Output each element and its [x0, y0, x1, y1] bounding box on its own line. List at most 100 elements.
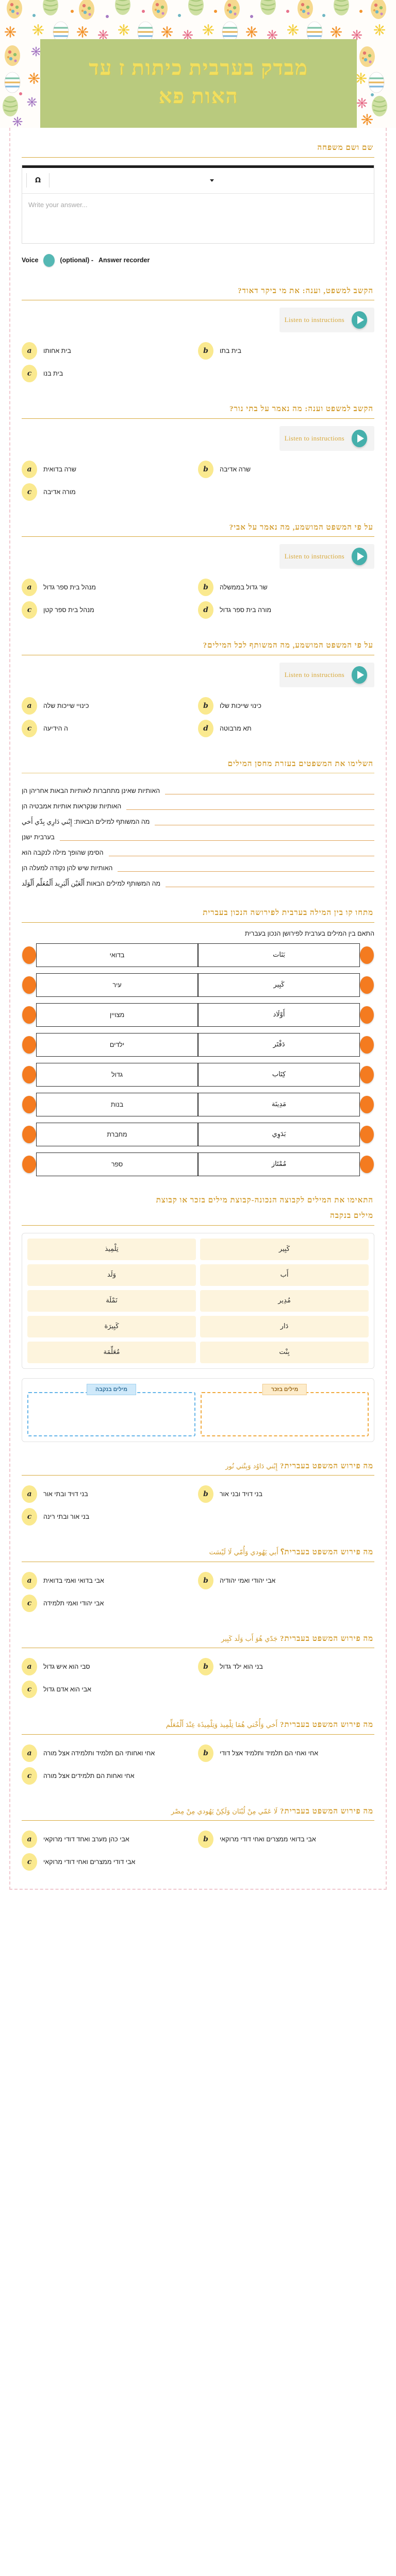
match-knob-arabic[interactable]: [360, 976, 374, 994]
play-icon[interactable]: [352, 548, 367, 565]
option-c[interactable]: c ה הידיעה: [22, 717, 198, 740]
option-c[interactable]: c בית בנו: [22, 362, 198, 385]
option-a[interactable]: a מנהל בית ספר גדול: [22, 576, 198, 599]
option-b[interactable]: b שר גדול בממשלה: [198, 576, 374, 599]
option-c[interactable]: c אבי יהודי ואמי תלמידה: [22, 1592, 198, 1615]
match-knob-hebrew[interactable]: [22, 1125, 36, 1143]
option-c[interactable]: c מנהל בית ספר קטן: [22, 599, 198, 621]
match-hebrew-box[interactable]: בנות: [36, 1092, 198, 1116]
word-chip[interactable]: وَلَد: [27, 1264, 196, 1286]
fill-row[interactable]: הסימן שהופך מילה לנקבה הוא: [22, 842, 374, 858]
option-a[interactable]: a אבי בדואי ואמי בדואית: [22, 1569, 198, 1592]
match-row[interactable]: עיר كَبِير: [22, 973, 374, 997]
word-chip[interactable]: كَبِيرَة: [27, 1315, 196, 1337]
fill-row[interactable]: בערבית ישנן: [22, 827, 374, 842]
listen-button-q2[interactable]: Listen to instructions: [279, 426, 374, 451]
drop-zone-feminine[interactable]: מילים בנקבה: [27, 1383, 195, 1436]
match-arabic-box[interactable]: مَدِينَة: [198, 1092, 360, 1116]
match-arabic-box[interactable]: كِتَاب: [198, 1062, 360, 1087]
match-hebrew-box[interactable]: עיר: [36, 973, 198, 997]
match-row[interactable]: ספר مُمْتَاز: [22, 1152, 374, 1176]
match-row[interactable]: מחברת بَدَوِي: [22, 1122, 374, 1146]
answer-recorder-row[interactable]: Answer recorder (optional) - Voice: [22, 253, 374, 267]
fill-blank-input[interactable]: [108, 847, 374, 856]
option-a[interactable]: a כינויי שייכות שלה: [22, 694, 198, 717]
match-knob-arabic[interactable]: [360, 1155, 374, 1173]
option-b[interactable]: b אבי בדואי ממצרים ואחי דודי מרוקאי: [198, 1828, 374, 1851]
fill-blank-input[interactable]: [126, 801, 374, 810]
listen-button-q3[interactable]: Listen to instructions: [279, 544, 374, 569]
match-knob-hebrew[interactable]: [22, 1065, 36, 1083]
match-knob-hebrew[interactable]: [22, 946, 36, 964]
match-row[interactable]: גדול كِتَاب: [22, 1062, 374, 1087]
editor-toolbar[interactable]: Ω: [22, 168, 374, 194]
option-b[interactable]: b כינוי שייכות שלו: [198, 694, 374, 717]
option-a[interactable]: a שרה בדואית: [22, 458, 198, 481]
option-b[interactable]: b אחי ואחי הם תלמיד ותלמיד אצל דודי: [198, 1742, 374, 1765]
match-row[interactable]: מצויין أَوْلَاد: [22, 1003, 374, 1027]
word-chip[interactable]: مُدِير: [200, 1290, 369, 1312]
option-a[interactable]: a בית אחותו: [22, 340, 198, 362]
fill-blank-input[interactable]: [165, 785, 374, 794]
match-row[interactable]: בנות مَدِينَة: [22, 1092, 374, 1116]
word-chip[interactable]: بِنْت: [200, 1341, 369, 1363]
match-knob-hebrew[interactable]: [22, 1036, 36, 1054]
option-c[interactable]: c אבי הוא אדם גדול: [22, 1678, 198, 1701]
word-chip[interactable]: تِلْمِيذ: [27, 1238, 196, 1260]
match-knob-arabic[interactable]: [360, 1095, 374, 1113]
drop-zone-masculine[interactable]: מילים בזכר: [201, 1383, 369, 1436]
match-arabic-box[interactable]: أَوْلَاد: [198, 1003, 360, 1027]
match-arabic-box[interactable]: مُمْتَاز: [198, 1152, 360, 1176]
match-knob-arabic[interactable]: [360, 1125, 374, 1143]
match-arabic-box[interactable]: بَنَات: [198, 943, 360, 967]
match-knob-arabic[interactable]: [360, 1065, 374, 1083]
match-hebrew-box[interactable]: מחברת: [36, 1122, 198, 1146]
match-hebrew-box[interactable]: ילדים: [36, 1032, 198, 1057]
listen-button-q4[interactable]: Listen to instructions: [279, 662, 374, 687]
name-answer-editor[interactable]: Ω Write your answer...: [22, 164, 374, 244]
word-chip[interactable]: أَب: [200, 1264, 369, 1286]
word-chip[interactable]: مُعَلِّمَة: [27, 1341, 196, 1363]
match-hebrew-box[interactable]: בדואי: [36, 943, 198, 967]
drop-zone-area[interactable]: [27, 1392, 195, 1436]
match-hebrew-box[interactable]: ספר: [36, 1152, 198, 1176]
fill-row[interactable]: האותיות שאינן מתחברות לאותיות הבאות אחרי…: [22, 781, 374, 796]
match-knob-hebrew[interactable]: [22, 1095, 36, 1113]
fill-blank-input[interactable]: [59, 832, 374, 841]
option-b[interactable]: b בני הוא ילד גדול: [198, 1655, 374, 1678]
play-icon[interactable]: [352, 666, 367, 684]
option-a[interactable]: a אבי כהן מערב ואחד דודי מרוקאי: [22, 1828, 198, 1851]
option-c[interactable]: c בני אור ובתי רינה: [22, 1505, 198, 1528]
option-b[interactable]: b בית בתו: [198, 340, 374, 362]
fill-row[interactable]: מה המשותף למילים הבאות: إِبْني دَارِي بِ…: [22, 811, 374, 827]
listen-button-q1[interactable]: Listen to instructions: [279, 308, 374, 332]
fill-row[interactable]: האותיות שנקראות אותיות אמבטיה הן: [22, 796, 374, 811]
fill-row[interactable]: מה המשותף למילים הבאות أَلْعَيْن أَلْبَر…: [22, 873, 374, 889]
match-arabic-box[interactable]: دَفْتَر: [198, 1032, 360, 1057]
record-button[interactable]: [43, 253, 55, 267]
option-b[interactable]: b אבי יהודי ואמי יהודיה: [198, 1569, 374, 1592]
match-row[interactable]: בדואי بَنَات: [22, 943, 374, 967]
match-row[interactable]: ילדים دَفْتَر: [22, 1032, 374, 1057]
fill-blank-input[interactable]: [155, 816, 374, 825]
match-knob-hebrew[interactable]: [22, 976, 36, 994]
match-hebrew-box[interactable]: גדול: [36, 1062, 198, 1087]
drop-zone-area[interactable]: [201, 1392, 369, 1436]
fill-blank-input[interactable]: [166, 878, 374, 887]
option-b[interactable]: b בני דויד ובני אור: [198, 1483, 374, 1505]
fill-blank-input[interactable]: [118, 862, 374, 872]
word-chip[interactable]: كَبِير: [200, 1238, 369, 1260]
match-arabic-box[interactable]: بَدَوِي: [198, 1122, 360, 1146]
match-knob-arabic[interactable]: [360, 1036, 374, 1054]
option-d[interactable]: d מורה בית ספר גדול: [198, 599, 374, 621]
option-c[interactable]: c מורה אדיבה: [22, 481, 198, 503]
match-knob-arabic[interactable]: [360, 1006, 374, 1024]
match-hebrew-box[interactable]: מצויין: [36, 1003, 198, 1027]
play-icon[interactable]: [352, 311, 367, 329]
option-d[interactable]: d תא מרבוטה: [198, 717, 374, 740]
word-chip[interactable]: نَمْلَة: [27, 1290, 196, 1312]
option-a[interactable]: a אחי ואחותי הם תלמיד ותלמידה אצל מורה: [22, 1742, 198, 1765]
match-knob-hebrew[interactable]: [22, 1155, 36, 1173]
option-b[interactable]: b שרה אדיבה: [198, 458, 374, 481]
match-arabic-box[interactable]: كَبِير: [198, 973, 360, 997]
